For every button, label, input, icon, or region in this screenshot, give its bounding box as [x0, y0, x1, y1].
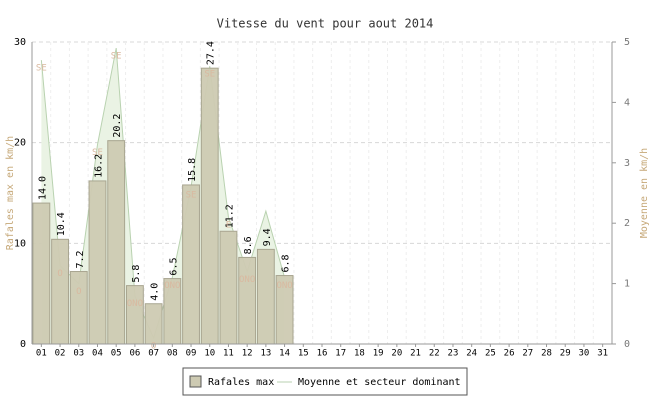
- sector-label: O: [57, 269, 62, 279]
- chart-title: Vitesse du vent pour aout 2014: [217, 17, 434, 31]
- x-tick-label: 17: [335, 349, 346, 359]
- bar: [238, 256, 257, 345]
- sector-label: ONO: [164, 281, 180, 291]
- x-tick-label: 10: [204, 349, 215, 359]
- x-tick-label: 18: [354, 349, 365, 359]
- x-tick-label: 25: [485, 349, 496, 359]
- bar: [125, 285, 144, 345]
- bar: [88, 180, 107, 345]
- sector-label: SE: [36, 64, 47, 74]
- x-tick-label: 08: [167, 349, 178, 359]
- x-tick-label: 04: [92, 349, 103, 359]
- legend-box: [182, 367, 468, 396]
- x-tick-label: 16: [317, 349, 328, 359]
- y-tick-label: 30: [14, 37, 26, 48]
- legend-label: Rafales max: [208, 377, 274, 388]
- value-label: 14.0: [37, 176, 48, 200]
- sector-label: ONO: [127, 299, 143, 309]
- x-tick-label: 20: [391, 349, 402, 359]
- sector-label: E: [226, 221, 231, 231]
- y2-tick-label: 3: [624, 158, 630, 169]
- value-label: 7.2: [75, 250, 86, 268]
- x-tick-label: 05: [111, 349, 122, 359]
- value-label: 16.2: [93, 154, 104, 178]
- value-label: 9.4: [262, 228, 273, 246]
- y2-tick-label: 0: [624, 339, 630, 350]
- legend-swatch: [189, 375, 202, 388]
- x-tick-label: 15: [298, 349, 309, 359]
- bar: [69, 271, 88, 345]
- x-tick-label: 13: [260, 349, 271, 359]
- y-axis-label: Rafales max en km/h: [5, 136, 16, 250]
- x-tick-label: 07: [148, 349, 159, 359]
- y-tick-label: 20: [14, 138, 26, 149]
- x-tick-label: 21: [410, 349, 421, 359]
- y2-axis-label: Moyenne en km/h: [639, 148, 650, 238]
- sector-label: SE: [92, 148, 103, 158]
- bar: [107, 140, 126, 345]
- legend-label: Moyenne et secteur dominant: [298, 377, 461, 388]
- x-tick-label: 23: [448, 349, 459, 359]
- y2-tick-label: 2: [624, 218, 630, 229]
- x-tick-label: 30: [579, 349, 590, 359]
- bar: [200, 67, 219, 345]
- sector-label: SE: [204, 70, 215, 80]
- x-tick-label: 26: [504, 349, 515, 359]
- y2-tick-label: 1: [624, 279, 630, 290]
- x-tick-label: 19: [373, 349, 384, 359]
- sector-label: O: [76, 287, 81, 297]
- x-tick-label: 14: [279, 349, 290, 359]
- y2-tick-label: 4: [624, 97, 630, 108]
- value-label: 5.8: [131, 265, 142, 283]
- value-label: 4.0: [150, 283, 161, 301]
- x-tick-label: 12: [242, 349, 253, 359]
- x-tick-label: 29: [560, 349, 571, 359]
- value-label: 20.2: [112, 114, 123, 138]
- x-tick-label: 09: [186, 349, 197, 359]
- x-tick-label: 28: [541, 349, 552, 359]
- bar: [256, 248, 275, 345]
- x-tick-label: 11: [223, 349, 234, 359]
- sector-label: ONO: [276, 281, 292, 291]
- sector-label: SE: [186, 190, 197, 200]
- x-tick-label: 03: [73, 349, 84, 359]
- value-label: 27.4: [206, 41, 217, 65]
- value-label: 6.5: [168, 258, 179, 276]
- value-label: 10.4: [56, 212, 67, 236]
- x-tick-label: 27: [522, 349, 533, 359]
- x-tick-label: 06: [129, 349, 140, 359]
- y-tick-label: 0: [20, 339, 26, 350]
- bar: [32, 202, 51, 345]
- value-label: 6.8: [281, 254, 292, 272]
- bar: [144, 303, 163, 345]
- value-label: 8.6: [243, 236, 254, 254]
- x-tick-label: 02: [55, 349, 66, 359]
- sector-label: SE: [111, 52, 122, 62]
- x-tick-label: 22: [429, 349, 440, 359]
- x-tick-label: 24: [466, 349, 477, 359]
- bar: [182, 184, 200, 345]
- value-label: 15.8: [187, 158, 198, 182]
- bar: [51, 238, 69, 345]
- y2-tick-label: 5: [624, 37, 630, 48]
- x-tick-label: 01: [36, 349, 47, 359]
- sector-label: ONO: [239, 275, 255, 285]
- value-label: 11.2: [224, 204, 235, 228]
- bar: [219, 230, 238, 345]
- x-tick-label: 31: [597, 349, 608, 359]
- y-tick-label: 10: [14, 238, 26, 249]
